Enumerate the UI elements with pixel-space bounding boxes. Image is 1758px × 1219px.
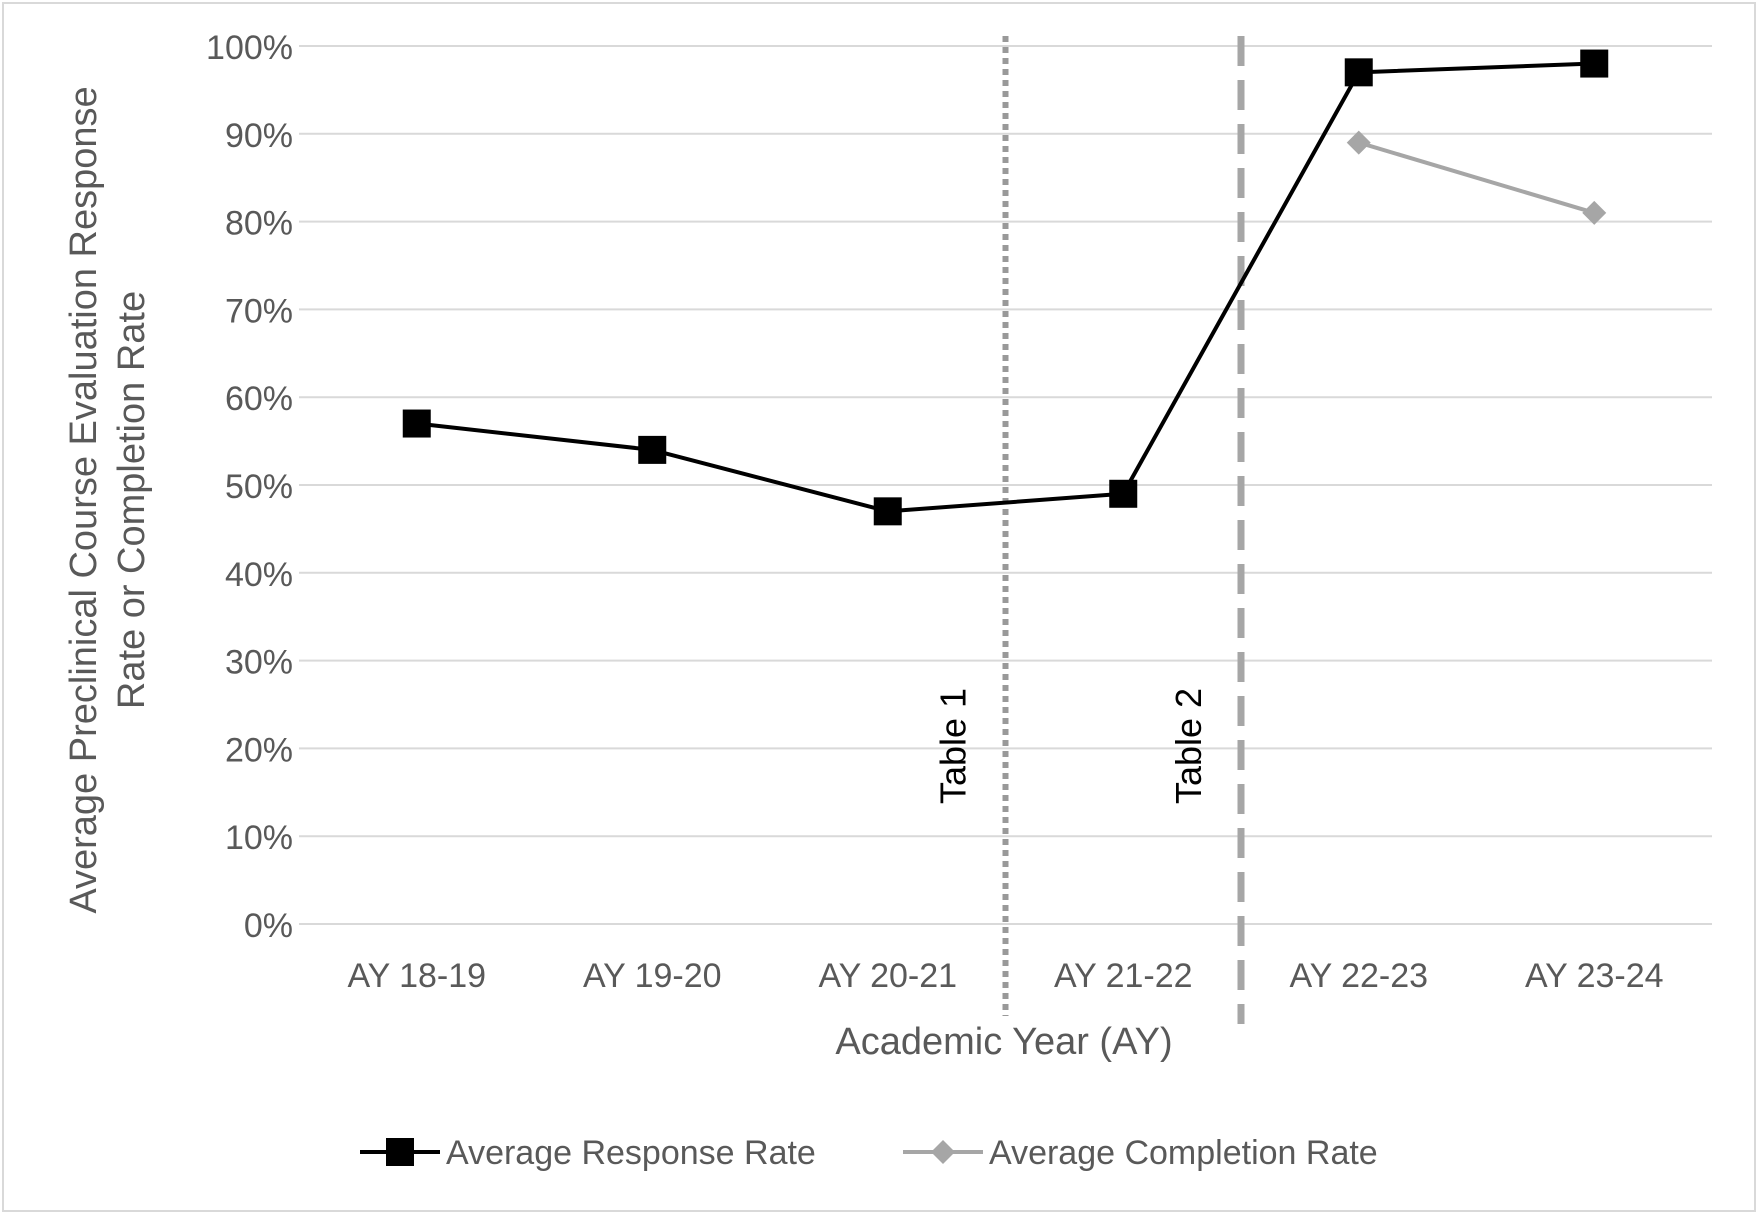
y-tick-label: 60% <box>225 380 293 418</box>
y-tick-label: 50% <box>225 468 293 506</box>
y-tick-label: 100% <box>206 29 293 67</box>
y-tick-label: 0% <box>244 907 293 945</box>
y-tick-label: 40% <box>225 556 293 594</box>
legend-marker <box>386 1138 414 1166</box>
series-lines <box>416 61 1595 514</box>
series-line <box>1358 140 1595 215</box>
gridlines <box>299 45 1712 925</box>
annotation-label: Table 2 <box>1168 688 1209 804</box>
legend-label: Average Response Rate <box>446 1134 816 1172</box>
x-tick-label: AY 22-23 <box>1289 957 1428 995</box>
y-tick-label: 10% <box>225 819 293 857</box>
data-point <box>1582 200 1607 225</box>
data-point <box>1109 479 1138 508</box>
x-tick-label: AY 23-24 <box>1525 957 1664 995</box>
x-tick-label: AY 19-20 <box>583 957 722 995</box>
data-point <box>638 435 667 464</box>
y-tick-label: 30% <box>225 644 293 682</box>
data-point <box>402 409 431 438</box>
legend-marker <box>931 1140 955 1164</box>
y-tick-labels: 0% 10% 20% 30% 40% 50% 60% 70% 80% 90% 100% <box>206 29 293 945</box>
series-line <box>416 61 1595 514</box>
annotation-label: Table 1 <box>933 688 974 804</box>
x-tick-label: AY 21-22 <box>1054 957 1193 995</box>
legend: Average Response Rate Average Completion … <box>360 1134 1378 1172</box>
annotations: Table 1 Table 2 <box>933 36 1245 1024</box>
y-tick-label: 20% <box>225 731 293 769</box>
x-axis-title: Academic Year (AY) <box>835 1021 1172 1063</box>
series-markers <box>402 49 1609 526</box>
y-axis-title-line-2: Rate or Completion Rate <box>111 291 153 709</box>
y-axis-title: Average Preclinical Course Evaluation Re… <box>63 86 153 913</box>
x-tick-label: AY 20-21 <box>818 957 957 995</box>
y-tick-label: 90% <box>225 117 293 155</box>
data-point <box>1580 49 1609 78</box>
y-tick-label: 80% <box>225 205 293 243</box>
data-point <box>1346 130 1371 155</box>
legend-label: Average Completion Rate <box>989 1134 1378 1172</box>
data-point <box>1344 58 1373 87</box>
y-tick-label: 70% <box>225 292 293 330</box>
x-tick-label: AY 18-19 <box>347 957 486 995</box>
x-tick-labels: AY 18-19 AY 19-20 AY 20-21 AY 21-22 AY 22-23… <box>347 957 1663 995</box>
y-axis-title-line-1: Average Preclinical Course Evaluation Re… <box>63 86 105 913</box>
data-point <box>873 497 902 526</box>
